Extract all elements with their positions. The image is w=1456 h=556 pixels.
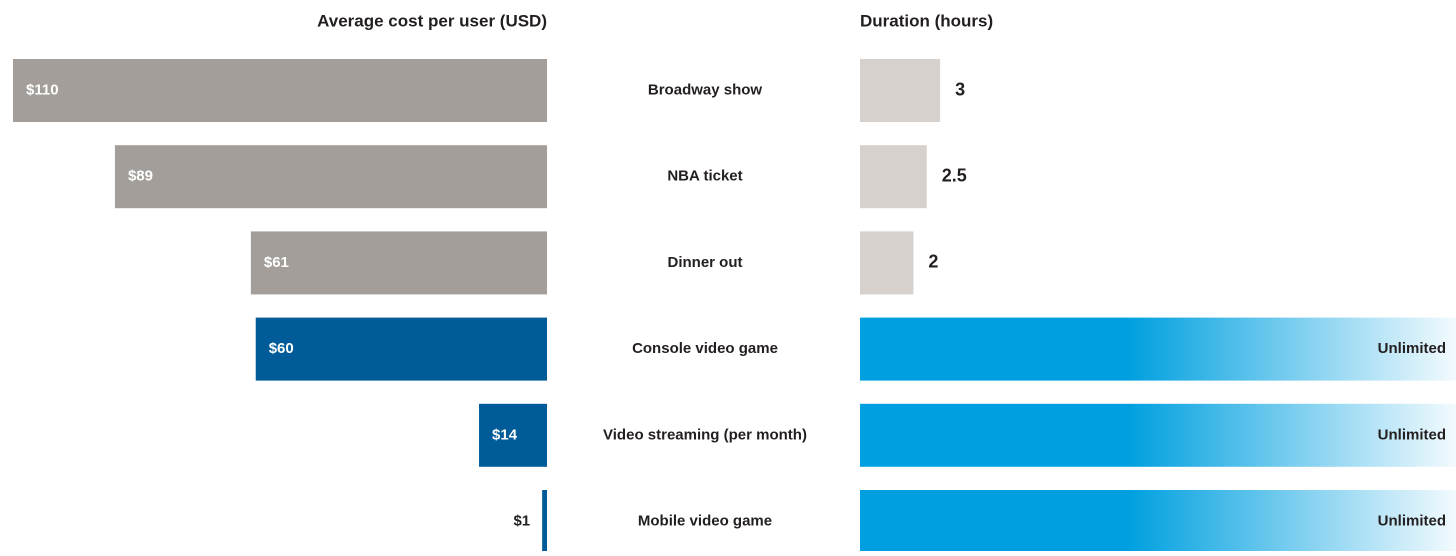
right-title: Duration (hours) [860,11,993,30]
unlimited-bar [860,403,1456,467]
value-label: Unlimited [1378,512,1446,529]
value-label: $1 [513,512,530,529]
bar [114,145,547,209]
value-label: 2.5 [942,165,967,185]
value-label: Unlimited [1378,426,1446,443]
bar [542,490,547,553]
bar [13,59,547,122]
category-label: NBA ticket [667,168,742,185]
bar [479,403,547,467]
bar [255,317,547,381]
unlimited-bar [860,317,1456,381]
value-label: $61 [264,254,289,271]
value-label: $14 [492,426,518,443]
category-label: Mobile video game [638,512,772,529]
value-label: 3 [955,79,965,99]
bar [860,231,914,295]
unlimited-bar [860,490,1456,553]
bar [250,231,547,295]
left-title: Average cost per user (USD) [317,11,547,30]
bar [860,145,927,209]
bar [860,59,941,122]
category-label: Console video game [632,340,778,357]
category-label: Dinner out [668,254,743,271]
category-label: Broadway show [648,81,763,98]
value-label: $110 [26,81,59,98]
value-label: $89 [128,168,153,185]
value-label: Unlimited [1378,340,1446,357]
category-label: Video streaming (per month) [603,426,807,443]
value-label: $60 [269,340,294,357]
value-label: 2 [928,252,938,272]
